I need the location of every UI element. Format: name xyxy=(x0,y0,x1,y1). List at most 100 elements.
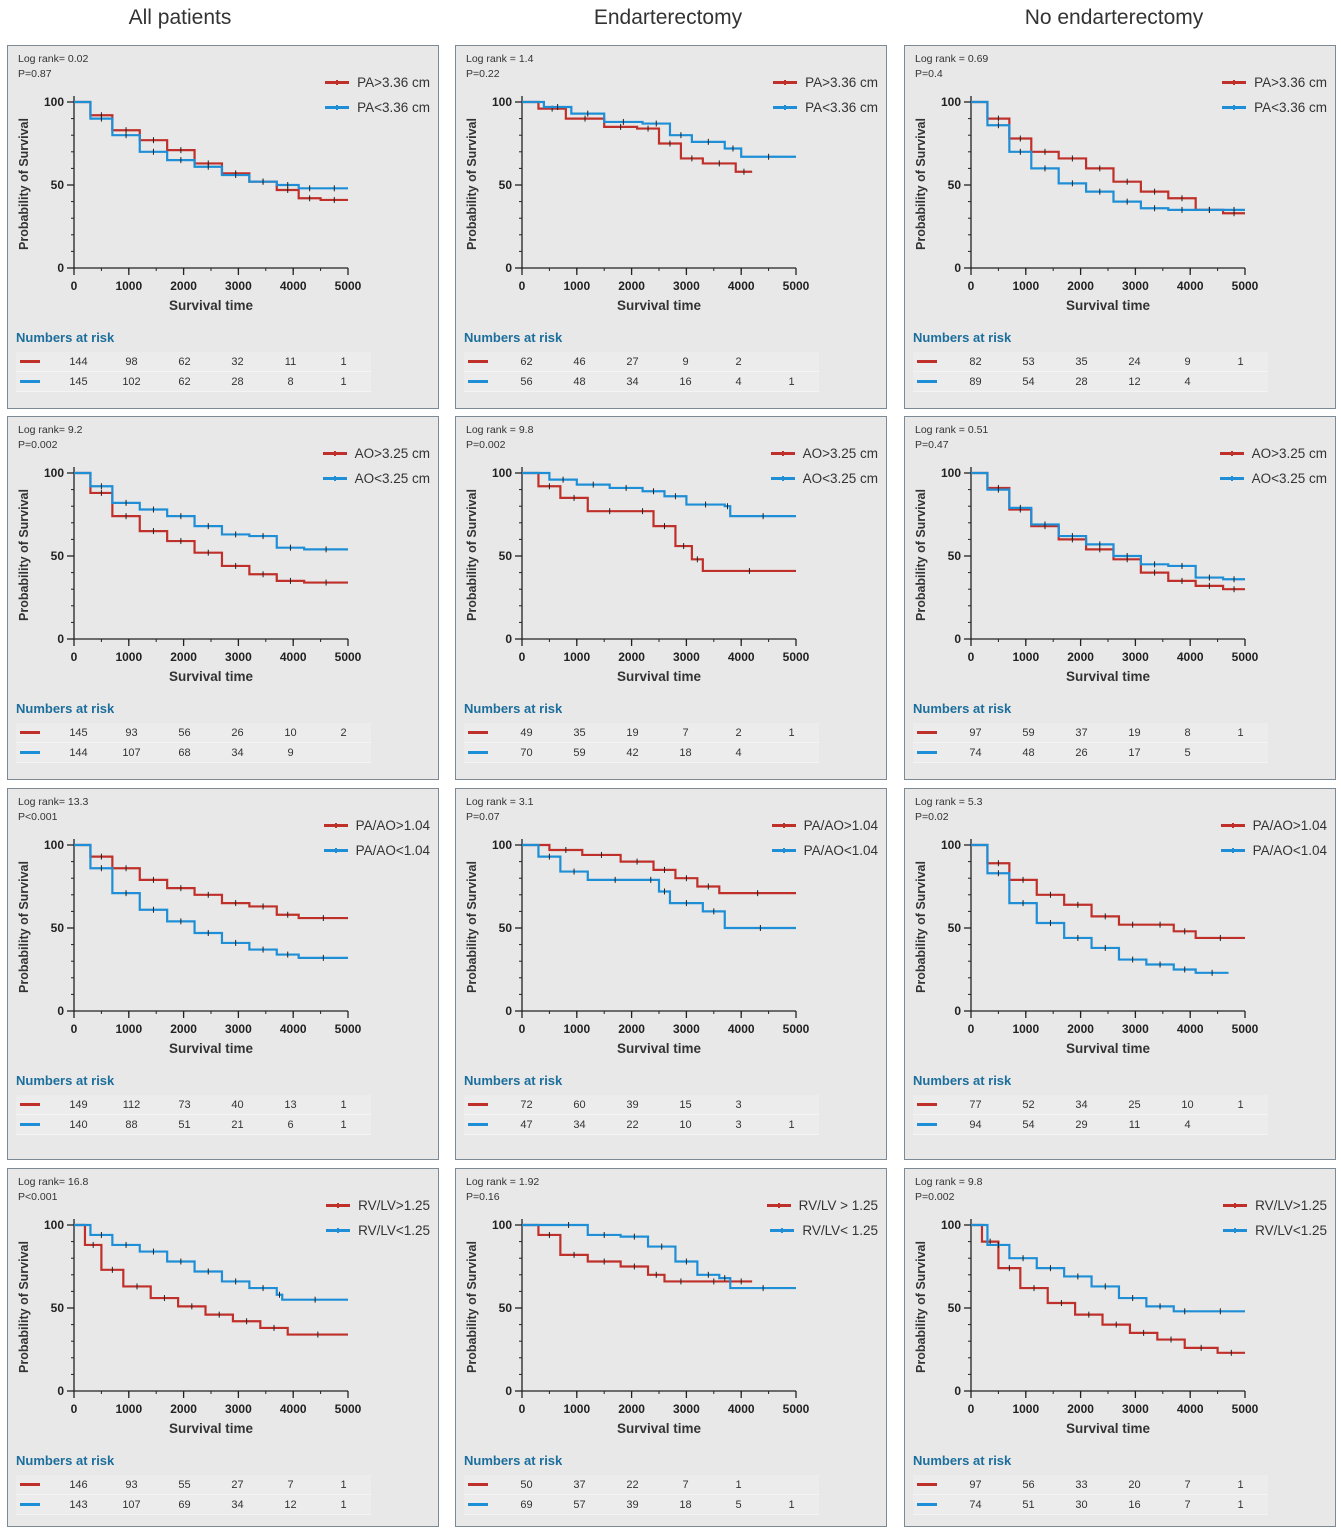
x-tick-label: 3000 xyxy=(1122,1402,1149,1416)
risk-row-swatch xyxy=(464,723,500,742)
log-rank-stat: Log rank= 9.2 P=0.002 xyxy=(18,423,83,453)
log-rank-stat: Log rank = 9.8 P=0.002 xyxy=(466,423,533,453)
column-header-no-endarterectomy: No endarterectomy xyxy=(1024,6,1204,29)
x-tick-label: 3000 xyxy=(1122,279,1149,293)
legend-swatch xyxy=(1219,476,1244,481)
risk-count: 35 xyxy=(1075,355,1088,368)
risk-count: 57 xyxy=(573,1498,586,1511)
risk-count: 72 xyxy=(520,1098,533,1111)
risk-count: 82 xyxy=(969,355,982,368)
y-tick-label: 50 xyxy=(948,921,962,935)
legend-label: AO>3.25 cm xyxy=(354,446,430,461)
x-axis-label: Survival time xyxy=(1065,1421,1151,1436)
x-tick-label: 2000 xyxy=(618,279,645,293)
legend-label: AO>3.25 cm xyxy=(1251,446,1327,461)
risk-row-swatch xyxy=(464,743,500,762)
risk-count: 17 xyxy=(1128,746,1141,759)
risk-row-swatch xyxy=(16,1495,52,1514)
risk-count: 102 xyxy=(122,375,141,388)
risk-row-swatch xyxy=(464,1115,500,1134)
risk-row-swatch xyxy=(913,1495,949,1514)
legend-entry: PA/AO<1.04 xyxy=(771,838,878,863)
risk-count: 9 xyxy=(287,746,294,759)
survival-curve-low xyxy=(522,843,796,930)
chart-legend: PA>3.36 cm PA<3.36 cm xyxy=(773,70,878,120)
risk-count: 21 xyxy=(231,1118,244,1131)
y-axis-label: Probability of Survival xyxy=(914,861,928,993)
numbers-at-risk-table: 145 93 56 26 10 2 144 107 68 34 9 xyxy=(16,723,371,763)
y-tick-label: 50 xyxy=(499,1301,513,1315)
y-tick-label: 100 xyxy=(44,95,64,109)
risk-row-swatch xyxy=(16,352,52,371)
legend-swatch xyxy=(766,1203,791,1208)
survival-curve-low xyxy=(74,471,348,551)
km-panel-rvlv-end: Log rank = 1.92 P=0.16 RV/LV > 1.25 RV/LV< … xyxy=(455,1168,887,1527)
risk-row: 146 93 55 27 7 1 xyxy=(16,1475,371,1495)
legend-swatch xyxy=(771,823,796,828)
risk-count: 98 xyxy=(125,355,138,368)
risk-swatch-line xyxy=(917,1483,937,1486)
risk-count: 93 xyxy=(125,726,138,739)
risk-swatch-line xyxy=(468,1483,488,1486)
legend-entry: AO<3.25 cm xyxy=(770,466,878,491)
risk-row-swatch xyxy=(16,1095,52,1114)
risk-count: 52 xyxy=(1022,1098,1035,1111)
legend-swatch xyxy=(325,80,350,85)
x-tick-label: 4000 xyxy=(1177,279,1204,293)
x-tick-label: 1000 xyxy=(1012,1022,1039,1036)
log-rank-value: Log rank= 0.02 xyxy=(18,53,89,65)
x-tick-label: 1000 xyxy=(563,1402,590,1416)
x-tick-label: 2000 xyxy=(618,650,645,664)
risk-count: 149 xyxy=(69,1098,88,1111)
risk-count: 5 xyxy=(1184,746,1191,759)
x-tick-label: 3000 xyxy=(673,1402,700,1416)
legend-entry: PA<3.36 cm xyxy=(1222,95,1327,120)
x-tick-label: 5000 xyxy=(783,1022,810,1036)
y-tick-label: 0 xyxy=(505,632,512,646)
chart-legend: PA>3.36 cm PA<3.36 cm xyxy=(1222,70,1327,120)
risk-count: 1 xyxy=(340,375,347,388)
x-tick-label: 0 xyxy=(519,1022,526,1036)
x-tick-label: 5000 xyxy=(335,1402,362,1416)
risk-count: 59 xyxy=(573,746,586,759)
legend-label: PA>3.36 cm xyxy=(805,75,878,90)
x-axis-label: Survival time xyxy=(616,1041,702,1056)
numbers-at-risk-table: 97 59 37 19 8 1 74 48 26 17 5 xyxy=(913,723,1268,763)
risk-count: 143 xyxy=(69,1498,88,1511)
risk-count: 144 xyxy=(69,355,88,368)
legend-swatch xyxy=(322,476,347,481)
legend-label: PA<3.36 cm xyxy=(805,100,878,115)
risk-count: 1 xyxy=(340,1498,347,1511)
y-tick-label: 50 xyxy=(948,178,962,192)
x-tick-label: 2000 xyxy=(1067,1402,1094,1416)
legend-entry: PA/AO>1.04 xyxy=(323,813,430,838)
risk-count: 34 xyxy=(626,375,639,388)
legend-entry: AO<3.25 cm xyxy=(322,466,430,491)
numbers-at-risk-title: Numbers at risk xyxy=(913,701,1012,716)
numbers-at-risk-title: Numbers at risk xyxy=(16,1453,115,1468)
legend-label: RV/LV<1.25 xyxy=(1255,1223,1327,1238)
log-rank-stat: Log rank = 9.8 P=0.002 xyxy=(915,1175,982,1205)
legend-swatch xyxy=(1223,1203,1248,1208)
x-axis-label: Survival time xyxy=(168,1041,254,1056)
risk-count: 55 xyxy=(178,1478,191,1491)
chart-legend: AO>3.25 cm AO<3.25 cm xyxy=(1219,441,1327,491)
y-axis-label: Probability of Survival xyxy=(465,118,479,250)
risk-count: 3 xyxy=(735,1098,742,1111)
x-tick-label: 1000 xyxy=(115,279,142,293)
log-rank-stat: Log rank = 3.1 P=0.07 xyxy=(466,795,533,825)
risk-count: 34 xyxy=(231,746,244,759)
risk-count: 54 xyxy=(1022,375,1035,388)
x-tick-label: 1000 xyxy=(115,1022,142,1036)
x-tick-label: 4000 xyxy=(728,1402,755,1416)
survival-curve-low xyxy=(74,843,348,959)
risk-count: 56 xyxy=(1022,1478,1035,1491)
risk-count: 88 xyxy=(125,1118,138,1131)
x-tick-label: 1000 xyxy=(563,279,590,293)
km-panel-pa-end: Log rank = 1.4 P=0.22 PA>3.36 cm PA<3.36 cm… xyxy=(455,45,887,409)
risk-swatch-line xyxy=(20,1123,40,1126)
risk-row: 145 93 56 26 10 2 xyxy=(16,723,371,743)
risk-count: 20 xyxy=(1128,1478,1141,1491)
y-tick-label: 100 xyxy=(492,95,512,109)
